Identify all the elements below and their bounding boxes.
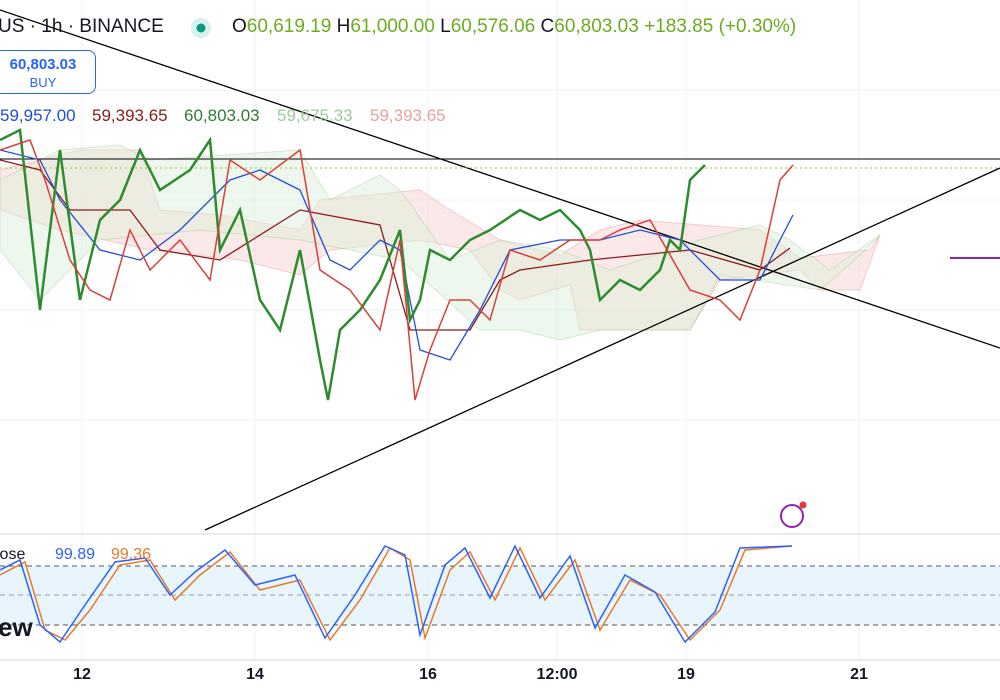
x-label: 12 — [73, 666, 91, 683]
indicator-value: 59,957.00 — [0, 106, 76, 125]
trend-line — [0, 9, 1000, 349]
change: +183.85 (+0.30%) — [644, 16, 797, 37]
trend-line — [204, 167, 1000, 531]
cloud — [0, 144, 881, 341]
x-label: 16 — [419, 666, 437, 683]
symbol: US · 1h · BINANCE — [0, 16, 164, 37]
ohlc: O60,619.19 H61,000.00 L60,576.06 C60,803… — [232, 16, 796, 38]
buy-price: 60,803.03 — [9, 56, 77, 73]
lagging-span — [0, 128, 706, 401]
x-label: 19 — [677, 666, 695, 683]
d-line — [0, 545, 793, 642]
buy-label: BUY — [29, 75, 57, 90]
indicator-value: 60,803.03 — [184, 106, 260, 125]
label: O — [232, 16, 247, 37]
indicator-value: 59,393.65 — [92, 106, 168, 125]
osc-name: lose — [0, 546, 26, 563]
x-label: 14 — [246, 666, 264, 683]
buy-button[interactable]: 60,803.03 BUY — [0, 50, 96, 94]
label: H — [336, 16, 351, 37]
conversion-line — [0, 149, 794, 361]
alert-dot — [799, 501, 807, 509]
x-label: 12:00 — [536, 666, 578, 683]
price-path — [0, 139, 794, 401]
x-label: 21 — [850, 666, 868, 683]
value: 60,576.06 — [450, 16, 536, 37]
value: 61,000.00 — [350, 16, 435, 37]
base-line — [0, 159, 791, 331]
indicator-value: 59,675.33 — [277, 106, 353, 125]
value: 60,619.19 — [246, 16, 332, 37]
k-line — [0, 544, 793, 644]
value: 60,803.03 — [554, 16, 639, 37]
watermark: ew — [0, 612, 33, 642]
osc-d: 99.36 — [111, 546, 152, 563]
alert-icon[interactable] — [780, 504, 804, 528]
osc-k: 99.89 — [55, 546, 96, 563]
label: L — [440, 16, 451, 37]
label: C — [540, 16, 555, 37]
indicator-value: 59,393.65 — [370, 106, 446, 125]
